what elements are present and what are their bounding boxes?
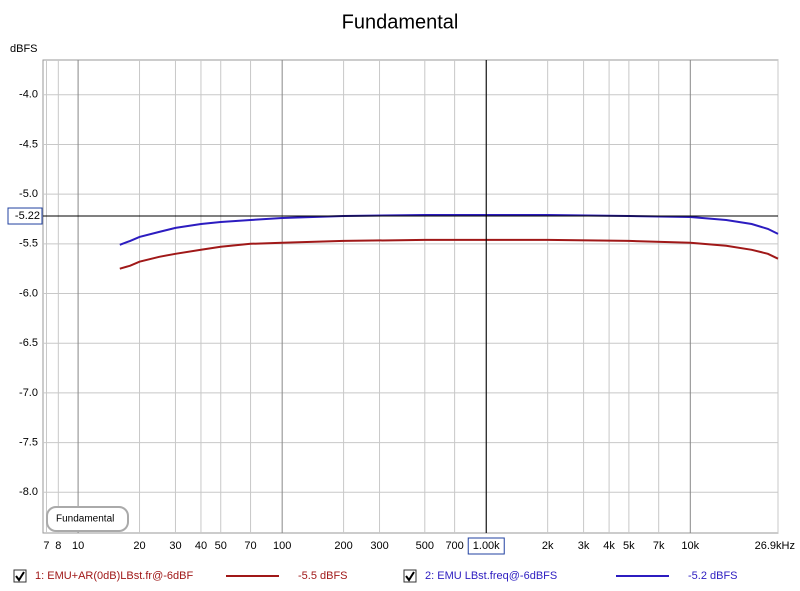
- y-tick-label: -5.5: [19, 238, 38, 250]
- grid: [43, 60, 779, 533]
- legend-label: 1: EMU+AR(0dB)LBst.fr@-6dBF: [35, 570, 193, 582]
- y-tick-label: -4.5: [19, 138, 38, 150]
- y-tick-label: -6.0: [19, 287, 38, 299]
- chart-title: Fundamental: [342, 11, 459, 33]
- legend-value: -5.5 dBFS: [298, 570, 348, 582]
- x-tick-label: 100: [273, 540, 291, 552]
- x-tick-label: 8: [55, 540, 61, 552]
- y-tick-label: -4.0: [19, 89, 38, 101]
- x-tick-label: 50: [215, 540, 227, 552]
- y-tick-label: -8.0: [19, 486, 38, 498]
- lines: [43, 60, 779, 533]
- annotation-box: [46, 506, 129, 532]
- series-line: [119, 238, 779, 270]
- legend-label: 2: EMU LBst.freq@-6dBFS: [425, 570, 557, 582]
- x-tick-label: 26.9kHz: [755, 540, 795, 552]
- x-tick-label: 10k: [681, 540, 699, 552]
- cursor-y-box: [7, 207, 43, 225]
- x-tick-label: 1.00k: [473, 540, 500, 552]
- x-tick-label: 5k: [623, 540, 635, 552]
- legend-check: [15, 571, 25, 582]
- x-tick-label: 500: [416, 540, 434, 552]
- x-tick-label: 20: [133, 540, 145, 552]
- y-tick-label: -7.5: [19, 436, 38, 448]
- y-axis-label: dBFS: [10, 43, 38, 55]
- x-tick-label: 70: [244, 540, 256, 552]
- cursor-x-box: [467, 537, 505, 555]
- y-tick-label: -5.0: [19, 188, 38, 200]
- x-tick-label: 7k: [653, 540, 665, 552]
- legend-check: [405, 571, 415, 582]
- y-tick-label: -6.5: [19, 337, 38, 349]
- legend-value: -5.2 dBFS: [688, 570, 738, 582]
- x-tick-label: 2k: [542, 540, 554, 552]
- x-tick-label: 3k: [578, 540, 590, 552]
- x-tick-label: 30: [169, 540, 181, 552]
- x-tick-label: 7: [43, 540, 49, 552]
- legend: 1: EMU+AR(0dB)LBst.fr@-6dBF -5.5 dBFS 2: E…: [13, 569, 738, 583]
- annotation: Fundamental: [56, 514, 114, 525]
- y-tick-label: -7.0: [19, 387, 38, 399]
- x-tick-label: 10: [72, 540, 84, 552]
- labels: -4.0 -4.5 -5.0 -5.5 -6.0 -6.5 -7.0 -7.5 -8.0 7 8 10…: [7, 89, 795, 555]
- x-tick-label: 300: [370, 540, 388, 552]
- plot-area: [42, 59, 779, 534]
- x-tick-label: 700: [445, 540, 463, 552]
- x-tick-label: 4k: [603, 540, 615, 552]
- x-tick-label: 40: [195, 540, 207, 552]
- x-tick-label: 200: [334, 540, 352, 552]
- cursor-y-label: -5.22: [15, 210, 40, 222]
